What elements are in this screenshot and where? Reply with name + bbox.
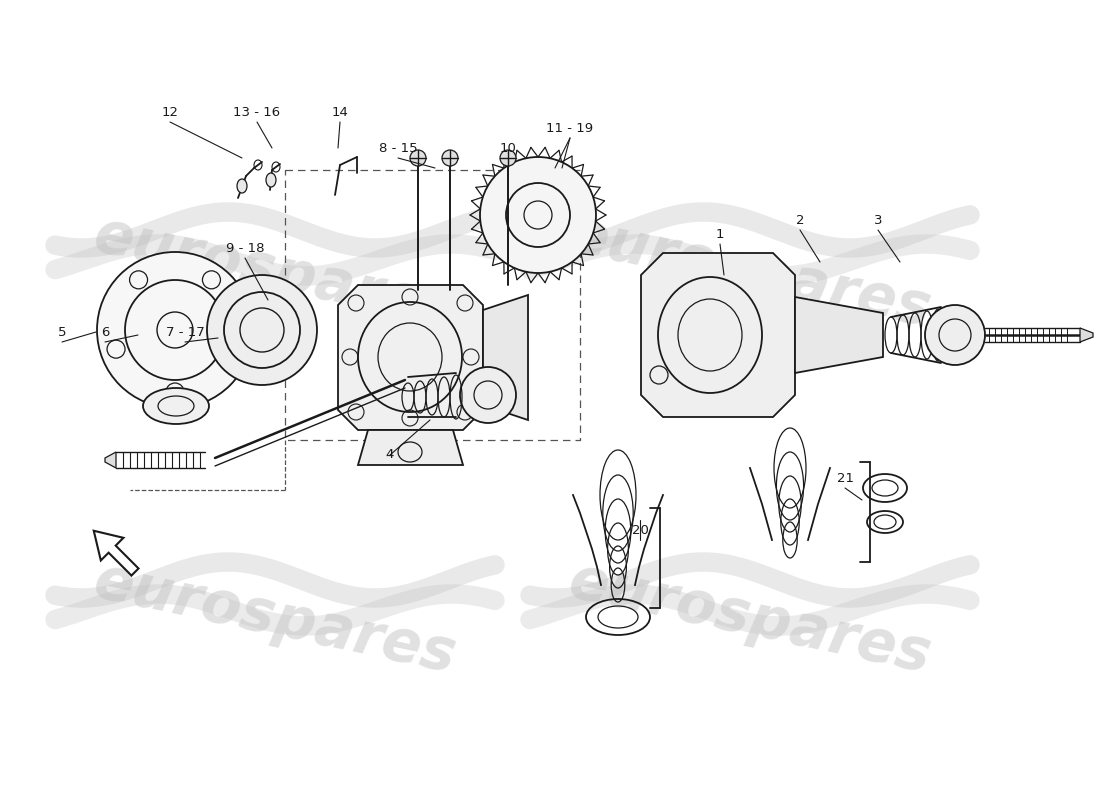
Ellipse shape [266, 173, 276, 187]
Ellipse shape [410, 150, 426, 166]
Polygon shape [1080, 328, 1093, 342]
Text: eurospares: eurospares [89, 206, 461, 338]
Ellipse shape [207, 275, 317, 385]
FancyArrow shape [94, 530, 139, 575]
Ellipse shape [925, 305, 985, 365]
Polygon shape [358, 430, 463, 465]
Text: 8 - 15: 8 - 15 [378, 142, 417, 154]
Text: eurospares: eurospares [563, 552, 936, 684]
Text: 2: 2 [795, 214, 804, 226]
Text: 6: 6 [101, 326, 109, 338]
Polygon shape [104, 452, 116, 468]
Ellipse shape [480, 157, 596, 273]
Text: 21: 21 [836, 471, 854, 485]
Text: 12: 12 [162, 106, 178, 118]
Text: 1: 1 [716, 227, 724, 241]
Polygon shape [483, 295, 528, 420]
Polygon shape [338, 285, 483, 430]
Text: 11 - 19: 11 - 19 [547, 122, 594, 134]
Text: 5: 5 [57, 326, 66, 338]
Text: eurospares: eurospares [89, 552, 461, 684]
Text: 10: 10 [499, 142, 516, 154]
Ellipse shape [500, 150, 516, 166]
Ellipse shape [97, 252, 253, 408]
Text: 9 - 18: 9 - 18 [226, 242, 264, 254]
Text: 14: 14 [331, 106, 349, 118]
Polygon shape [641, 253, 795, 417]
Ellipse shape [442, 150, 458, 166]
Text: 7 - 17: 7 - 17 [166, 326, 205, 338]
Text: 4: 4 [386, 449, 394, 462]
Text: 13 - 16: 13 - 16 [233, 106, 280, 118]
Text: 20: 20 [631, 523, 648, 537]
Ellipse shape [143, 388, 209, 424]
Text: 3: 3 [873, 214, 882, 226]
Text: eurospares: eurospares [563, 206, 936, 338]
Ellipse shape [460, 367, 516, 423]
Polygon shape [795, 297, 883, 373]
Ellipse shape [236, 179, 248, 193]
